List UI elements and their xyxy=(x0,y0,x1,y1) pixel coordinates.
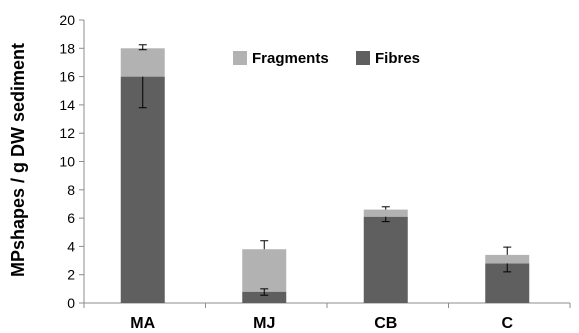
error-bars xyxy=(138,44,512,296)
x-category-label: MJ xyxy=(253,315,275,332)
y-tick-label: 0 xyxy=(67,295,75,311)
y-tick-label: 14 xyxy=(59,97,75,113)
y-axis-title: MPshapes / g DW sediment xyxy=(8,43,28,277)
y-tick-label: 18 xyxy=(59,40,75,56)
y-tick-label: 6 xyxy=(67,210,75,226)
legend-label-fragments: Fragments xyxy=(252,50,329,67)
y-tick-label: 8 xyxy=(67,182,75,198)
bar-fragments-cb xyxy=(363,209,408,217)
y-tick-label: 4 xyxy=(67,238,75,254)
bar-fragments-ma xyxy=(120,48,165,77)
legend-swatch-fibres xyxy=(356,51,370,65)
legend-swatch-fragments xyxy=(233,51,247,65)
bar-fragments-c xyxy=(485,254,530,264)
bar-fibres-mj xyxy=(242,291,287,303)
x-axis: MA MJ CB C xyxy=(83,302,571,332)
x-category-label: C xyxy=(501,315,513,332)
x-category-label: MA xyxy=(130,315,155,332)
y-tick-label: 16 xyxy=(59,69,75,85)
x-category-label: CB xyxy=(374,315,397,332)
legend-label-fibres: Fibres xyxy=(375,50,420,67)
bar-fibres-ma xyxy=(120,76,165,303)
y-axis: 0 2 4 6 8 10 12 14 16 18 20 xyxy=(59,12,85,311)
bar-fragments-mj xyxy=(242,249,287,292)
y-tick-label: 10 xyxy=(59,154,75,170)
legend: Fragments Fibres xyxy=(233,50,420,67)
y-tick-label: 20 xyxy=(59,12,75,28)
bars xyxy=(120,48,530,303)
bar-fibres-cb xyxy=(363,216,408,303)
y-tick-label: 12 xyxy=(59,125,75,141)
y-axis-title-group: MPshapes / g DW sediment xyxy=(8,43,28,277)
y-tick-label: 2 xyxy=(67,267,75,283)
